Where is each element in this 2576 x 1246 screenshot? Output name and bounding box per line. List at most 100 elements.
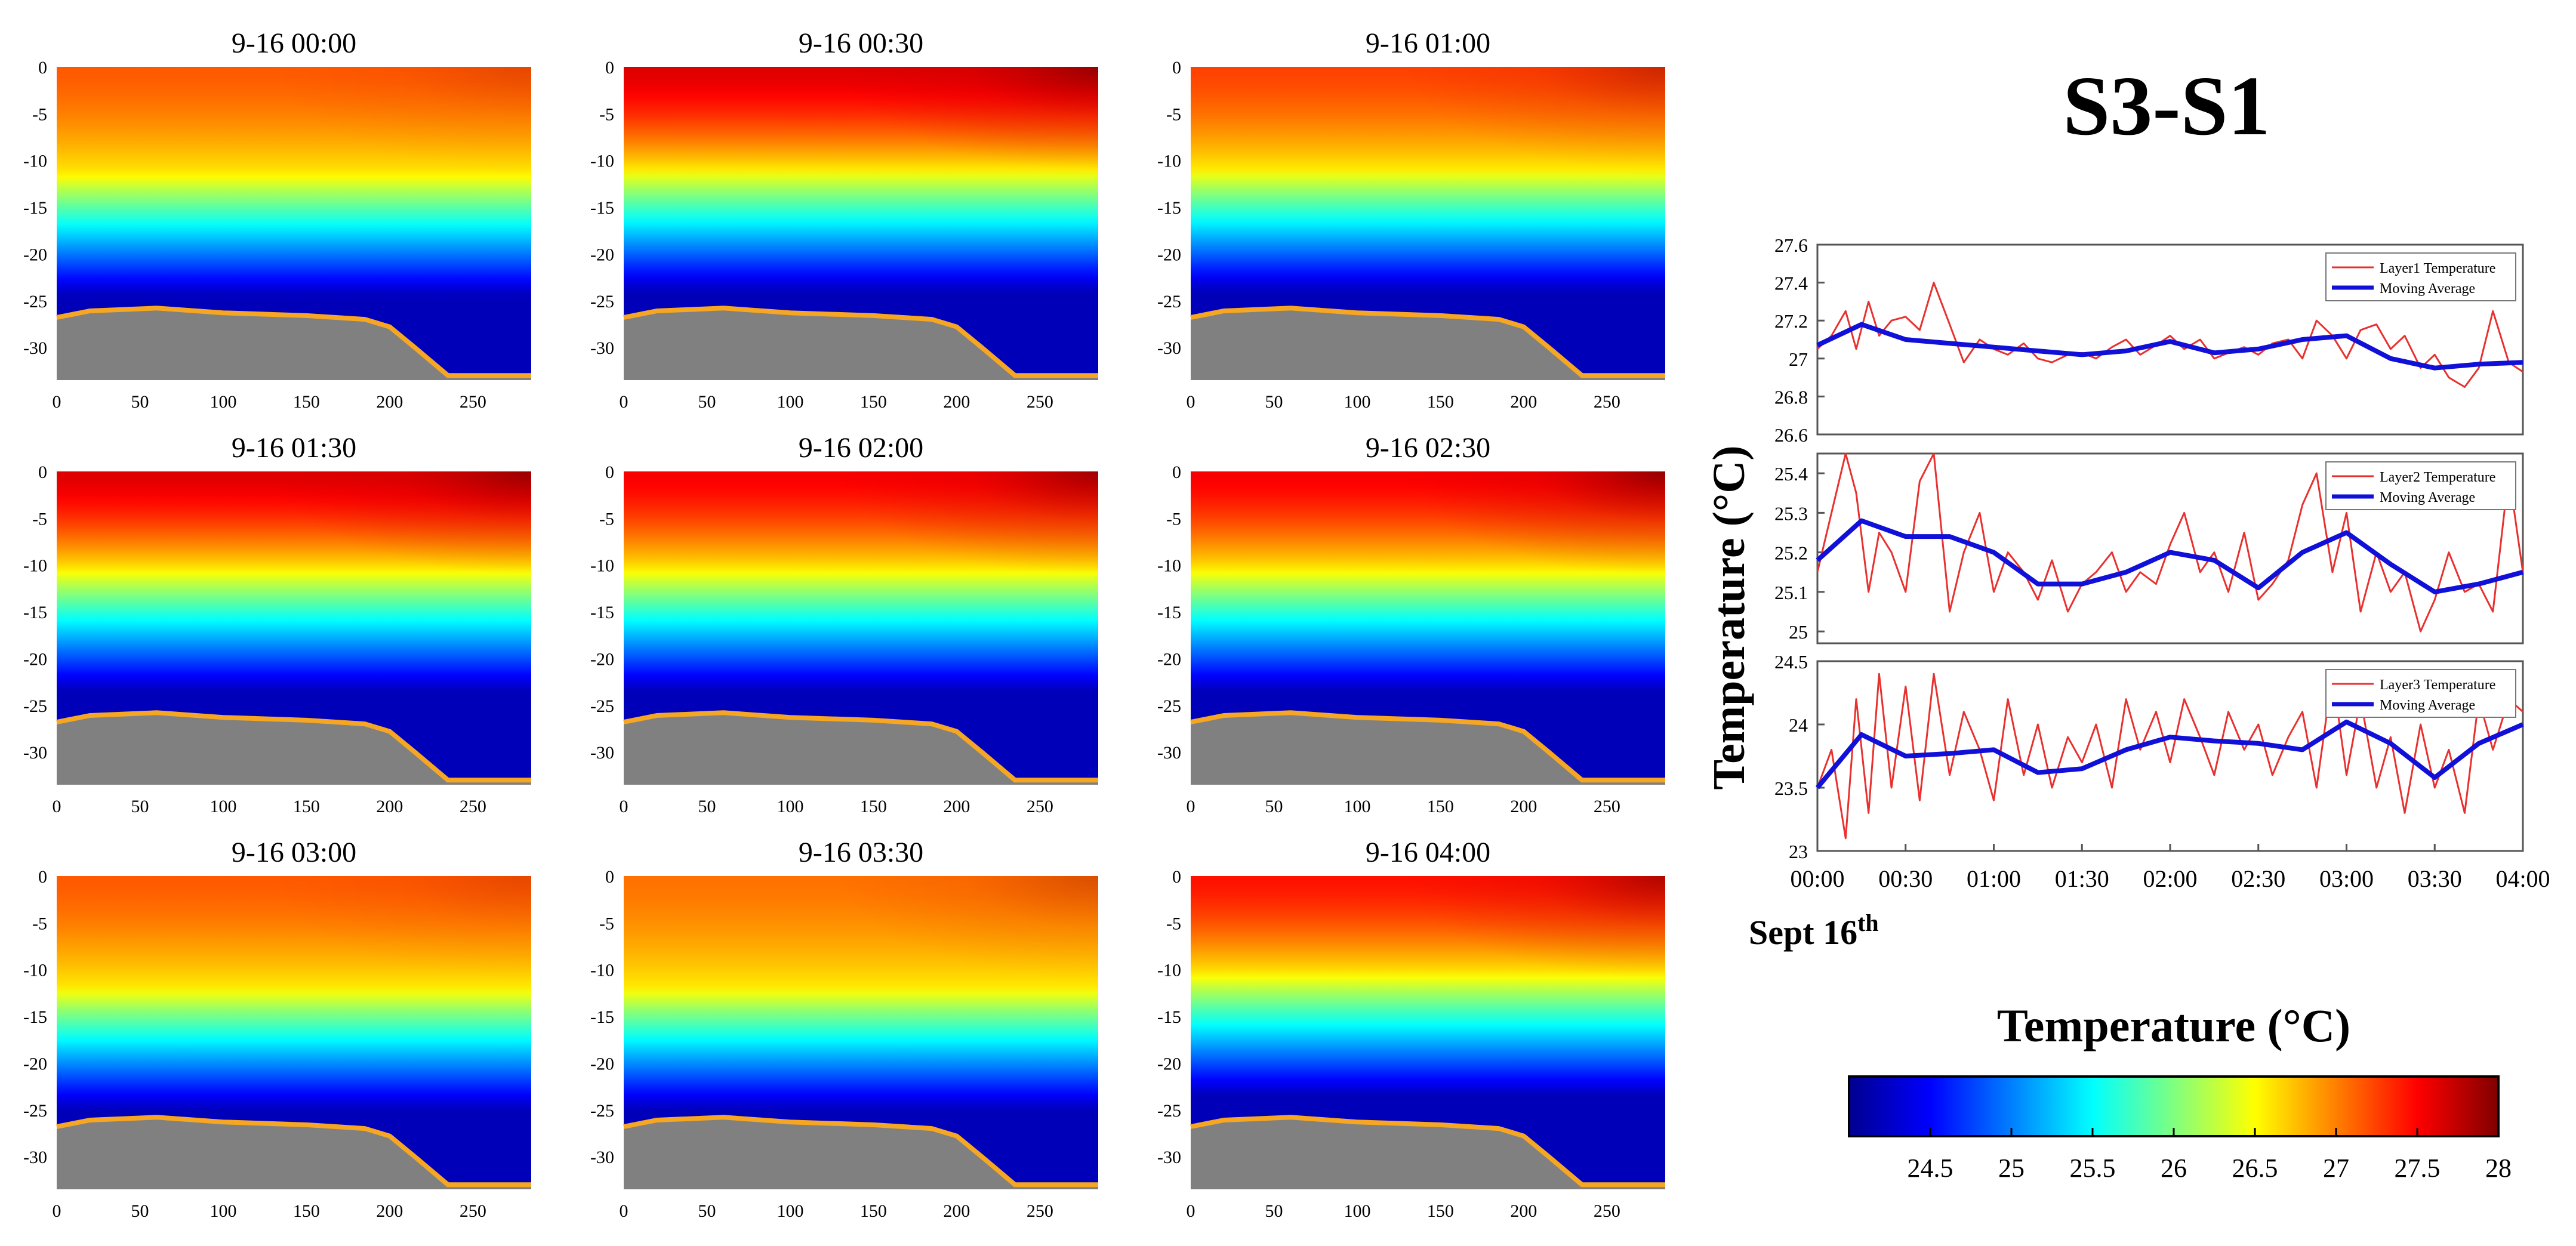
colorbar-tick: 27.5	[2395, 1154, 2441, 1183]
heatmap-y-tick: -10	[23, 961, 47, 980]
seabed-area	[1191, 308, 1665, 380]
heatmap-y-tick: 0	[1172, 58, 1181, 78]
seabed-outline	[623, 1115, 1098, 1188]
seabed-area	[624, 713, 1098, 785]
heatmap-x-tick: 200	[1510, 392, 1537, 412]
heatmap-y-tick: 0	[605, 867, 614, 887]
heatmap-panel: 9-16 03:30 0 50 100 150 200 250 0 -5 -10 -15 -20 -25…	[590, 837, 1098, 1221]
heatmap-x-tick: 100	[1344, 797, 1370, 816]
colorbar-tick: 26.5	[2232, 1154, 2278, 1183]
colorbar-tick: 28	[2485, 1154, 2512, 1183]
heatmap-y-tick: -20	[590, 1054, 614, 1074]
seabed-outline	[56, 710, 531, 783]
heatmap-x-tick: 250	[460, 797, 486, 816]
heatmap-y-tick: -30	[590, 338, 614, 358]
line-chart-ylabel: Temperature (°C)	[1704, 445, 1754, 789]
heatmap-y-tick: -15	[590, 198, 614, 218]
heatmap-y-tick: -15	[590, 603, 614, 622]
heatmap-y-tick: -10	[1157, 961, 1181, 980]
heatmap-y-tick: -20	[23, 649, 47, 669]
heatmap-x-tick: 200	[1510, 797, 1537, 816]
heatmap-title: 9-16 03:30	[799, 837, 923, 868]
seabed-outline	[623, 306, 1098, 378]
heatmap-y-tick: -10	[23, 152, 47, 171]
heatmap-y-tick: -20	[1157, 1054, 1181, 1074]
line-x-tick: 00:30	[1878, 865, 1933, 892]
colorbar-tick: 26	[2161, 1154, 2187, 1183]
line-y-tick: 25.2	[1774, 542, 1808, 564]
line-x-tick: 01:00	[1967, 865, 2021, 892]
heatmap-y-tick: -30	[23, 338, 47, 358]
heatmap-y-tick: -20	[1157, 245, 1181, 264]
heatmap-x-tick: 100	[209, 1201, 236, 1221]
heatmap-x-tick: 50	[698, 797, 716, 816]
heatmap-title: 9-16 00:00	[232, 27, 356, 59]
seabed-area	[57, 308, 531, 380]
line-x-tick: 02:30	[2231, 865, 2285, 892]
heatmap-y-tick: -30	[23, 743, 47, 763]
line-y-tick: 26.8	[1774, 386, 1808, 408]
moving-average-line	[1816, 322, 2523, 371]
heatmap-y-tick: -5	[599, 104, 614, 124]
heatmap-x-tick: 100	[209, 797, 236, 816]
line-x-tick: 04:00	[2495, 865, 2550, 892]
colorbar-title: Temperature (°C)	[1997, 1000, 2350, 1051]
heatmap-y-tick: -25	[1157, 292, 1181, 312]
heatmap-x-tick: 50	[1265, 392, 1283, 412]
surface-hotspot	[624, 876, 1098, 1064]
line-chart-panel: 26.6 26.8 27 27.2 27.4 27.6 Layer1 Temperature…	[1774, 235, 2524, 446]
line-y-tick: 24	[1789, 714, 1808, 736]
seabed-outline	[1190, 1115, 1665, 1188]
main-title: S3-S1	[2063, 58, 2270, 153]
heatmap-x-tick: 150	[860, 797, 887, 816]
heatmap-x-tick: 150	[293, 1201, 320, 1221]
heatmap-title: 9-16 04:00	[1366, 837, 1490, 868]
line-chart-panel: 25 25.1 25.2 25.3 25.4 Layer2 Temperature Movi…	[1774, 452, 2524, 644]
heatmap-y-tick: -10	[1157, 556, 1181, 576]
layer-temperature-line	[1816, 452, 2524, 633]
heatmap-y-tick: -30	[1157, 743, 1181, 763]
heatmap-x-tick: 250	[1027, 392, 1053, 412]
seabed-outline	[1190, 306, 1665, 378]
heatmap-y-tick: -25	[590, 696, 614, 716]
date-label: Sept 16th	[1749, 909, 1879, 952]
legend-label: Layer1 Temperature	[2380, 261, 2495, 276]
surface-hotspot	[1191, 471, 1665, 659]
heatmap-y-tick: -5	[32, 914, 47, 933]
heatmap-y-tick: -10	[590, 961, 614, 980]
heatmap-x-tick: 150	[860, 392, 887, 412]
moving-average-line	[1816, 518, 2524, 594]
legend-label: Layer3 Temperature	[2380, 677, 2495, 693]
heatmap-x-tick: 150	[1427, 797, 1454, 816]
surface-hotspot	[57, 471, 531, 659]
line-y-tick: 26.6	[1774, 424, 1808, 446]
heatmap-x-tick: 150	[293, 797, 320, 816]
heatmap-y-tick: -15	[590, 1007, 614, 1027]
heatmap-x-tick: 250	[1594, 392, 1620, 412]
heatmap-x-tick: 200	[376, 392, 403, 412]
heatmap-x-tick: 200	[943, 797, 970, 816]
colorbar-tick: 25	[1998, 1154, 2025, 1183]
surface-hotspot	[624, 471, 1098, 659]
heatmap-y-tick: -5	[599, 914, 614, 933]
heatmap-x-tick: 250	[1594, 797, 1620, 816]
heatmap-x-tick: 100	[1344, 392, 1370, 412]
heatmap-x-tick: 0	[1187, 797, 1195, 816]
heatmap-y-tick: 0	[38, 462, 47, 482]
heatmap-y-tick: -5	[1166, 104, 1181, 124]
heatmap-y-tick: 0	[1172, 867, 1181, 887]
heatmap-y-tick: -5	[32, 509, 47, 529]
heatmap-x-tick: 50	[1265, 1201, 1283, 1221]
heatmap-y-tick: -10	[1157, 152, 1181, 171]
legend-box	[2325, 669, 2516, 718]
heatmap-grid: 9-16 00:00 0 50 100 150 200 250 0 -5 -10 -15 -20 -25…	[23, 27, 1665, 1221]
heatmap-y-tick: -15	[23, 198, 47, 218]
heatmap-x-tick: 0	[53, 1201, 61, 1221]
heatmap-y-tick: -5	[1166, 509, 1181, 529]
heatmap-y-tick: -25	[23, 292, 47, 312]
heatmap-x-tick: 0	[53, 797, 61, 816]
heatmap-panel: 9-16 03:00 0 50 100 150 200 250 0 -5 -10 -15 -20 -25…	[23, 837, 531, 1221]
heatmap-y-tick: 0	[1172, 462, 1181, 482]
surface-hotspot	[1191, 67, 1665, 255]
